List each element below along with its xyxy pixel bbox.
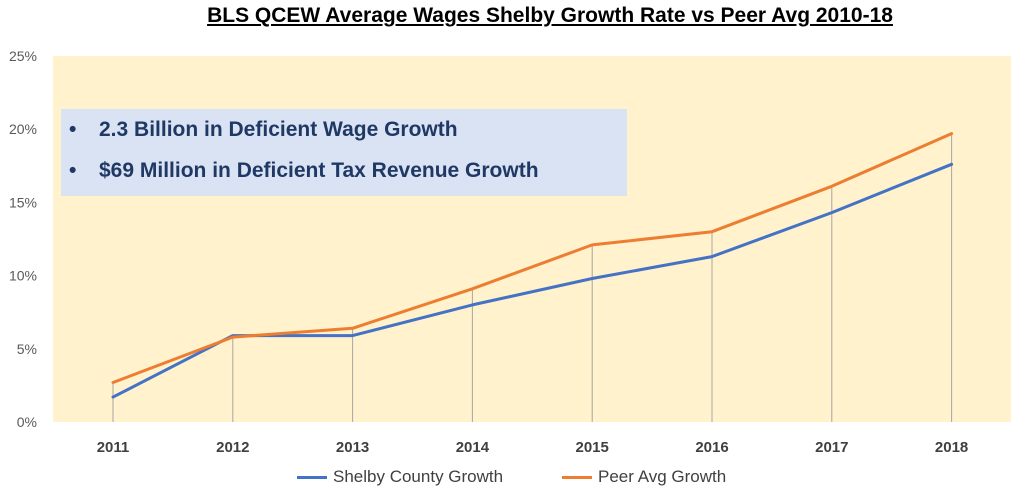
- legend-item-shelby: Shelby County Growth: [297, 466, 503, 488]
- drop-lines: [112, 133, 953, 422]
- x-axis-ticks: 2011 2012 2013 2014 2015 2016 2017 2018: [97, 439, 969, 456]
- y-tick-label: 0%: [17, 414, 37, 430]
- y-tick-label: 10%: [9, 268, 37, 284]
- bullet-icon: •: [69, 118, 77, 141]
- legend-item-peer: Peer Avg Growth: [562, 466, 726, 488]
- x-tick-label: 2013: [336, 439, 369, 456]
- x-tick-label: 2018: [935, 439, 968, 456]
- series-line-peer: [111, 132, 954, 384]
- callout-text: 2.3 Billion in Deficient Wage Growth: [99, 118, 458, 141]
- x-tick-label: 2016: [695, 439, 728, 456]
- x-tick-label: 2017: [815, 439, 848, 456]
- callout-item: • $69 Million in Deficient Tax Revenue G…: [61, 156, 627, 197]
- legend-label: Shelby County Growth: [333, 467, 504, 486]
- y-tick-label: 5%: [17, 341, 37, 357]
- x-tick-label: 2012: [216, 439, 249, 456]
- legend-swatch-peer: [562, 475, 592, 479]
- y-tick-label: 25%: [9, 48, 37, 64]
- y-tick-label: 15%: [9, 194, 37, 210]
- callout-box: • 2.3 Billion in Deficient Wage Growth •…: [61, 109, 627, 196]
- callout-item: • 2.3 Billion in Deficient Wage Growth: [61, 115, 627, 156]
- chart-title: BLS QCEW Average Wages Shelby Growth Rat…: [207, 4, 893, 27]
- legend: Shelby County Growth Peer Avg Growth: [0, 466, 1027, 488]
- x-tick-label: 2014: [456, 439, 490, 456]
- callout-text: $69 Million in Deficient Tax Revenue Gro…: [99, 159, 539, 182]
- legend-swatch-shelby: [297, 475, 327, 479]
- bullet-icon: •: [69, 159, 77, 182]
- series-lines: [111, 132, 954, 399]
- y-tick-label: 20%: [9, 121, 37, 137]
- x-tick-label: 2015: [576, 439, 609, 456]
- x-tick-label: 2011: [97, 439, 130, 456]
- legend-label: Peer Avg Growth: [598, 467, 727, 486]
- y-axis-ticks: 0% 5% 10% 15% 20% 25%: [9, 48, 37, 430]
